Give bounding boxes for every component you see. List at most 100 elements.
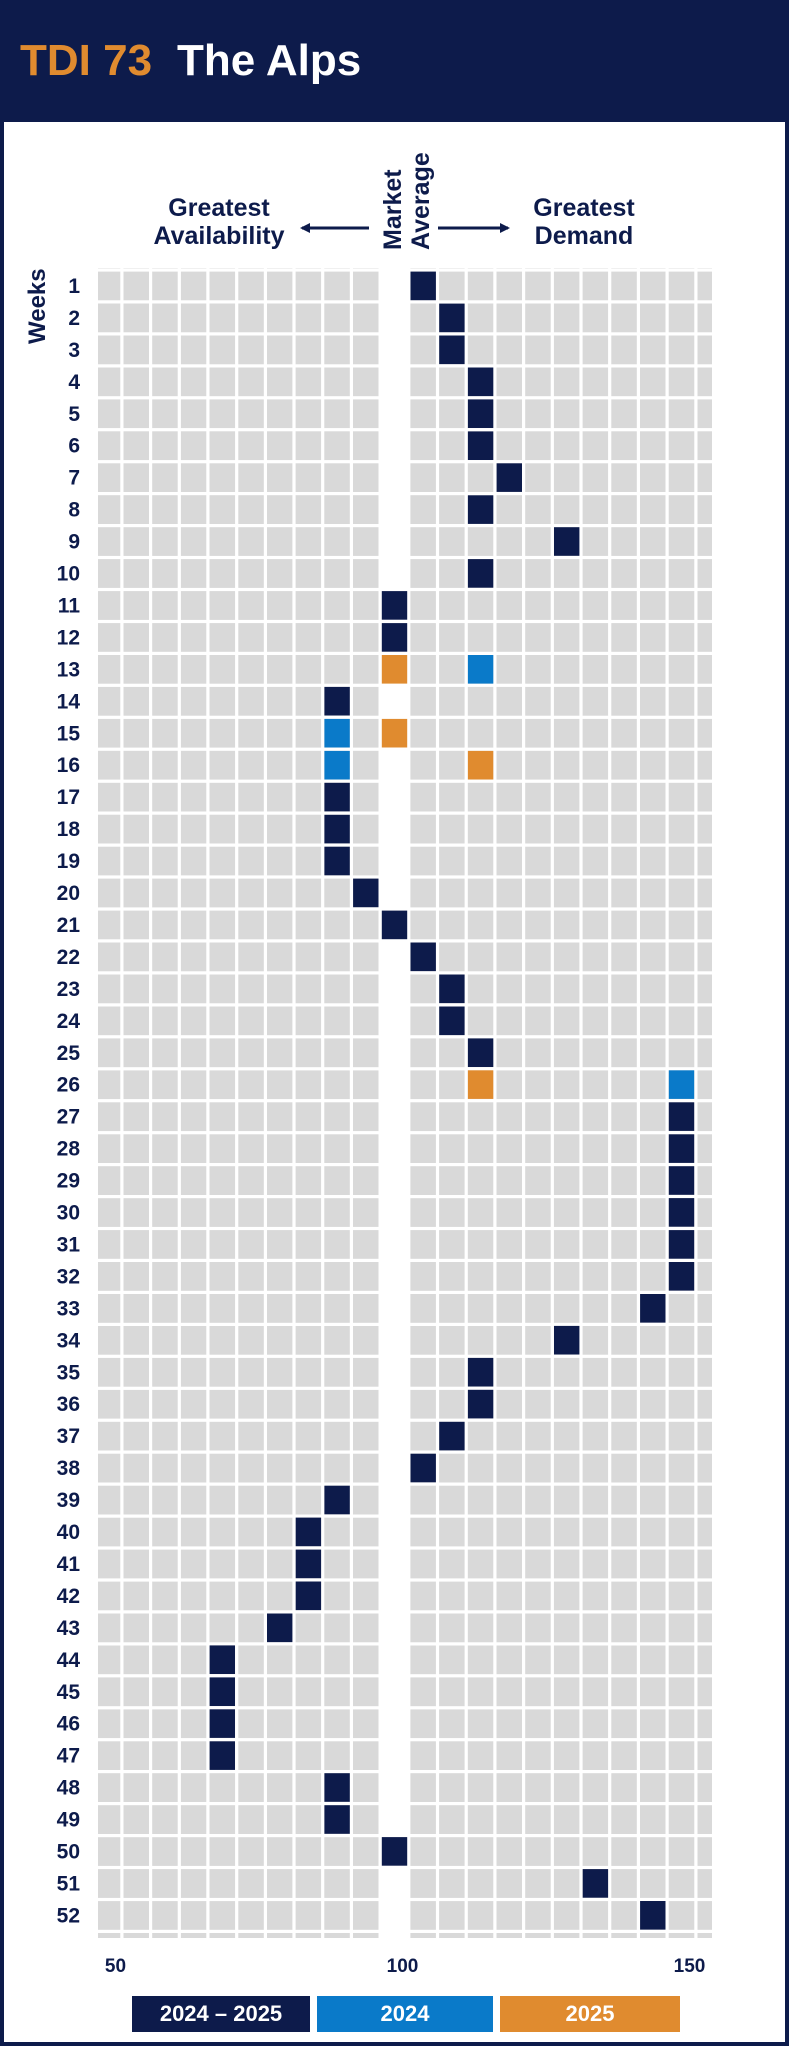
demand-heatmap: 1234567891011121314151617181920212223242… xyxy=(57,223,712,1977)
data-cell-week-32-series-0 xyxy=(668,1262,695,1291)
legend-item-2024: 2024 xyxy=(317,1996,493,2032)
week-label-2: 2 xyxy=(68,307,80,330)
week-label-24: 24 xyxy=(57,1010,81,1033)
data-cell-week-13-series-1 xyxy=(467,655,494,684)
week-label-19: 19 xyxy=(57,850,80,873)
week-label-1: 1 xyxy=(68,275,80,298)
index-code: TDI 73 xyxy=(20,36,153,85)
data-cell-week-4-series-0 xyxy=(467,367,494,397)
week-label-31: 31 xyxy=(57,1234,81,1257)
data-cell-week-36-series-0 xyxy=(467,1389,494,1419)
week-label-3: 3 xyxy=(68,339,80,362)
data-cell-week-21-series-0 xyxy=(381,910,408,940)
data-cell-week-28-series-0 xyxy=(668,1134,695,1163)
week-label-15: 15 xyxy=(57,722,81,745)
data-cell-week-15-series-1 xyxy=(324,718,350,748)
data-cell-week-27-series-0 xyxy=(668,1102,695,1131)
data-cell-week-37-series-0 xyxy=(439,1421,465,1451)
data-cell-week-3-series-0 xyxy=(439,335,465,365)
week-label-9: 9 xyxy=(68,531,80,554)
data-cell-week-47-series-0 xyxy=(209,1741,235,1770)
data-cell-week-41-series-0 xyxy=(295,1549,322,1579)
week-label-27: 27 xyxy=(57,1106,80,1129)
data-cell-week-22-series-0 xyxy=(410,942,436,972)
week-label-37: 37 xyxy=(57,1425,80,1448)
greatest-demand-label: Greatest Demand xyxy=(533,194,635,250)
week-label-52: 52 xyxy=(57,1904,80,1927)
data-cell-week-7-series-0 xyxy=(496,463,522,492)
week-label-6: 6 xyxy=(68,435,80,458)
data-cell-week-16-series-1 xyxy=(324,750,350,780)
data-cell-week-17-series-0 xyxy=(324,782,350,812)
data-cell-week-39-series-0 xyxy=(324,1485,350,1515)
data-cell-week-52-series-0 xyxy=(640,1901,666,1930)
week-label-28: 28 xyxy=(57,1138,81,1161)
week-label-50: 50 xyxy=(57,1841,80,1864)
data-cell-week-19-series-0 xyxy=(324,846,350,876)
week-label-8: 8 xyxy=(68,499,80,522)
week-label-36: 36 xyxy=(57,1393,80,1416)
week-label-26: 26 xyxy=(57,1074,80,1097)
x-tick-150: 150 xyxy=(674,1956,706,1977)
week-label-38: 38 xyxy=(57,1457,81,1480)
region-title: The Alps xyxy=(177,36,362,85)
data-cell-week-5-series-0 xyxy=(467,399,494,428)
data-cell-week-42-series-0 xyxy=(295,1581,322,1611)
week-label-11: 11 xyxy=(58,595,81,618)
data-cell-week-34-series-0 xyxy=(554,1325,580,1355)
data-cell-week-8-series-0 xyxy=(467,495,494,524)
week-label-47: 47 xyxy=(57,1745,80,1768)
week-label-20: 20 xyxy=(57,882,80,905)
data-cell-week-30-series-0 xyxy=(668,1198,695,1227)
data-cell-week-1-series-0 xyxy=(410,271,436,301)
data-cell-week-49-series-0 xyxy=(324,1805,350,1834)
data-cell-week-50-series-0 xyxy=(381,1837,408,1866)
week-label-42: 42 xyxy=(57,1585,80,1608)
data-cell-week-26-series-2 xyxy=(467,1070,494,1099)
week-label-14: 14 xyxy=(57,690,81,713)
week-label-32: 32 xyxy=(57,1265,80,1288)
week-label-39: 39 xyxy=(57,1489,80,1512)
data-cell-week-44-series-0 xyxy=(209,1645,235,1674)
data-cell-week-48-series-0 xyxy=(324,1773,350,1802)
legend-item-2024-2025: 2024 – 2025 xyxy=(132,1996,310,2032)
data-cell-week-46-series-0 xyxy=(209,1709,235,1738)
data-cell-week-25-series-0 xyxy=(467,1038,494,1067)
data-cell-week-11-series-0 xyxy=(381,591,408,620)
week-label-41: 41 xyxy=(57,1553,81,1576)
week-label-29: 29 xyxy=(57,1170,80,1193)
week-label-30: 30 xyxy=(57,1202,80,1225)
data-cell-week-38-series-0 xyxy=(410,1453,436,1483)
x-tick-50: 50 xyxy=(105,1956,126,1977)
data-cell-week-6-series-0 xyxy=(467,431,494,460)
week-label-12: 12 xyxy=(57,626,80,649)
week-label-21: 21 xyxy=(57,914,81,937)
data-cell-week-14-series-0 xyxy=(324,686,350,716)
week-label-34: 34 xyxy=(57,1329,81,1352)
week-label-17: 17 xyxy=(57,786,80,809)
week-label-40: 40 xyxy=(57,1521,80,1544)
week-label-33: 33 xyxy=(57,1297,80,1320)
data-cell-week-15-series-2 xyxy=(381,718,408,748)
week-label-49: 49 xyxy=(57,1809,80,1832)
data-cell-week-24-series-0 xyxy=(439,1006,465,1036)
data-cell-week-35-series-0 xyxy=(467,1357,494,1387)
data-cell-week-40-series-0 xyxy=(295,1517,322,1547)
data-cell-week-23-series-0 xyxy=(439,974,465,1004)
x-tick-100: 100 xyxy=(387,1956,419,1977)
week-label-4: 4 xyxy=(68,371,80,394)
data-cell-week-51-series-0 xyxy=(582,1869,609,1898)
week-label-7: 7 xyxy=(68,467,80,490)
week-label-46: 46 xyxy=(57,1713,80,1736)
data-cell-week-33-series-0 xyxy=(640,1294,666,1323)
data-cell-week-31-series-0 xyxy=(668,1230,695,1259)
week-label-16: 16 xyxy=(57,754,80,777)
week-label-45: 45 xyxy=(57,1681,81,1704)
week-label-18: 18 xyxy=(57,818,81,841)
data-cell-week-13-series-2 xyxy=(381,655,408,684)
week-label-48: 48 xyxy=(57,1777,81,1800)
market-average-column xyxy=(380,268,409,1938)
data-cell-week-2-series-0 xyxy=(439,303,465,333)
week-label-51: 51 xyxy=(57,1873,81,1896)
